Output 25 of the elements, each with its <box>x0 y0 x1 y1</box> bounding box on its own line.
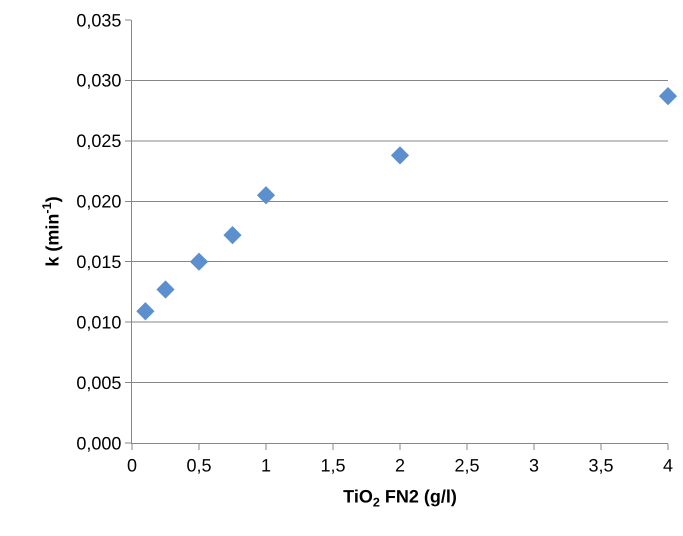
x-tick-label: 0 <box>126 456 138 476</box>
y-tick-label: 0,025 <box>76 131 122 152</box>
x-tick-label: 2 <box>394 456 406 476</box>
point <box>136 302 154 320</box>
x-tick-label: 1 <box>260 456 272 476</box>
y-tick-label: 0,015 <box>76 252 122 272</box>
x-tick-label: 4 <box>662 456 674 476</box>
x-tick-label: 3,5 <box>588 456 614 476</box>
y-tick-label: 0,010 <box>76 312 122 332</box>
y-tick-label: 0,035 <box>76 10 122 30</box>
y-tick-label: 0,000 <box>76 433 122 454</box>
y-tick-label: 0,030 <box>76 70 122 91</box>
point <box>390 146 410 164</box>
x-tick-label: 1,5 <box>320 456 346 476</box>
x-axis-title: TiO$_{2}$ FN2 (g/l) <box>343 486 457 510</box>
point <box>256 186 276 204</box>
x-tick-label: 0,5 <box>186 456 212 476</box>
point <box>223 226 242 244</box>
point <box>156 280 175 299</box>
x-tick-label: 2,5 <box>454 456 480 476</box>
y-tick-label: 0,020 <box>76 192 122 212</box>
point <box>190 252 208 271</box>
point <box>658 87 678 106</box>
x-tick-label: 3 <box>528 456 540 476</box>
y-tick-label: 0,005 <box>76 372 122 393</box>
